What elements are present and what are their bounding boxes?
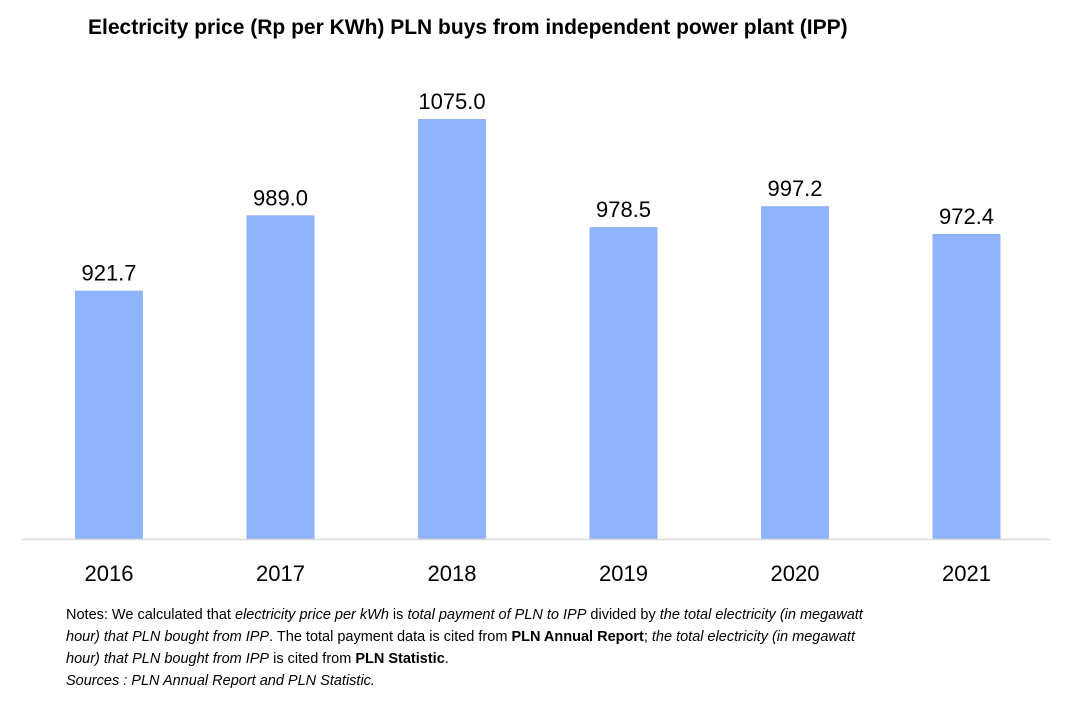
value-labels-layer: 921.7 989.0 1075.0 978.5 997.2 972.4 [81,89,994,286]
x-tick-label-2016: 2016 [85,561,134,586]
sources-text: Sources : PLN Annual Report and PLN Stat… [66,673,375,689]
chart-notes: Notes: We calculated that electricity pr… [66,604,1026,692]
bar-2016 [75,290,143,539]
notes-text: divided by [586,607,660,623]
notes-text-italic: the total electricity (in megawatt [659,607,863,623]
notes-text: Notes: We calculated that [66,607,235,623]
bar-2018 [418,119,486,539]
bar-2021 [932,233,1001,540]
x-tick-label-2019: 2019 [599,561,648,586]
value-label-2021: 972.4 [939,204,994,229]
notes-text-italic: electricity price per kWh [235,607,389,623]
bar-2020 [761,206,829,540]
x-tick-label-2017: 2017 [256,561,305,586]
bar-2019 [589,227,658,539]
value-label-2016: 921.7 [81,261,136,286]
x-tick-label-2021: 2021 [942,561,991,586]
notes-text-italic: total payment of PLN to IPP [407,607,587,623]
sources-line: Sources : PLN Annual Report and PLN Stat… [66,670,1026,692]
value-label-2019: 978.5 [596,197,651,222]
notes-text: . [444,651,449,667]
chart-title: Electricity price (Rp per KWh) PLN buys … [88,16,848,39]
notes-text: . The total payment data is cited from [269,629,512,645]
notes-text: is cited from [269,651,356,667]
notes-text-italic: the total electricity (in megawatt [651,629,855,645]
notes-text-italic: hour) that PLN bought from IPP [66,629,270,645]
notes-source-annual-report: PLN Annual Report [511,629,644,645]
notes-paragraph: Notes: We calculated that electricity pr… [66,604,1026,670]
notes-text-italic: hour) that PLN bought from IPP [66,651,270,667]
x-tick-label-2020: 2020 [771,561,820,586]
notes-text: is [388,607,408,623]
value-label-2020: 997.2 [767,176,822,201]
value-label-2018: 1075.0 [418,89,485,114]
bars-layer [75,119,1001,540]
x-tick-labels-layer: 2016 2017 2018 2019 2020 2021 [85,561,991,586]
value-label-2017: 989.0 [253,185,308,210]
notes-source-statistic: PLN Statistic [355,651,445,667]
notes-text: ; [643,629,652,645]
bar-2017 [246,215,315,539]
bar-chart: 921.7 989.0 1075.0 978.5 997.2 972.4 2016 2017… [22,89,1050,586]
x-tick-label-2018: 2018 [428,561,477,586]
